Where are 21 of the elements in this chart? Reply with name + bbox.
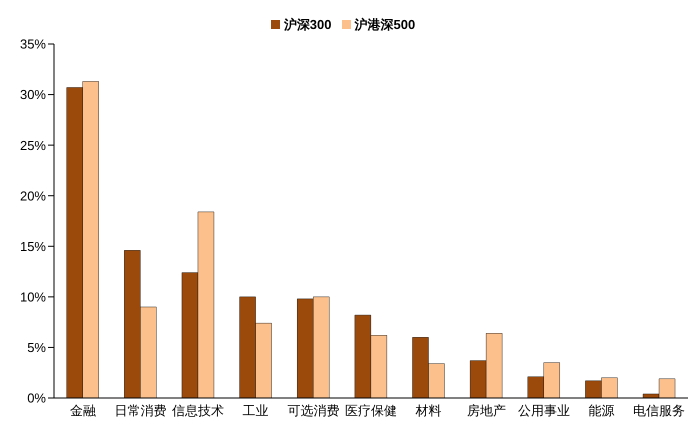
- legend-label: 沪港深500: [354, 17, 416, 32]
- x-tick-label: 能源: [588, 403, 615, 418]
- y-tick-label: 0%: [27, 390, 46, 406]
- y-tick-label: 15%: [20, 238, 46, 254]
- x-tick-label: 房地产: [466, 403, 506, 418]
- x-tick-label: 信息技术: [172, 403, 224, 418]
- x-tick-label: 公用事业: [518, 403, 570, 418]
- y-tick-label: 35%: [20, 36, 46, 52]
- y-tick-label: 5%: [27, 340, 46, 356]
- x-tick-label: 电信服务: [633, 403, 686, 418]
- x-tick-label: 医疗保健: [345, 403, 397, 418]
- legend-label: 沪深300: [284, 17, 332, 32]
- x-tick-label: 可选消费: [287, 403, 340, 418]
- y-tick-label: 10%: [20, 289, 46, 304]
- x-tick-label: 日常消费: [114, 403, 166, 418]
- x-tick-label: 工业: [242, 403, 269, 418]
- y-tick-label: 20%: [20, 188, 46, 204]
- x-tick-label: 金融: [70, 403, 96, 418]
- y-tick-label: 30%: [20, 87, 46, 102]
- y-tick-label: 25%: [20, 138, 46, 153]
- x-tick-label: 材料: [414, 403, 442, 418]
